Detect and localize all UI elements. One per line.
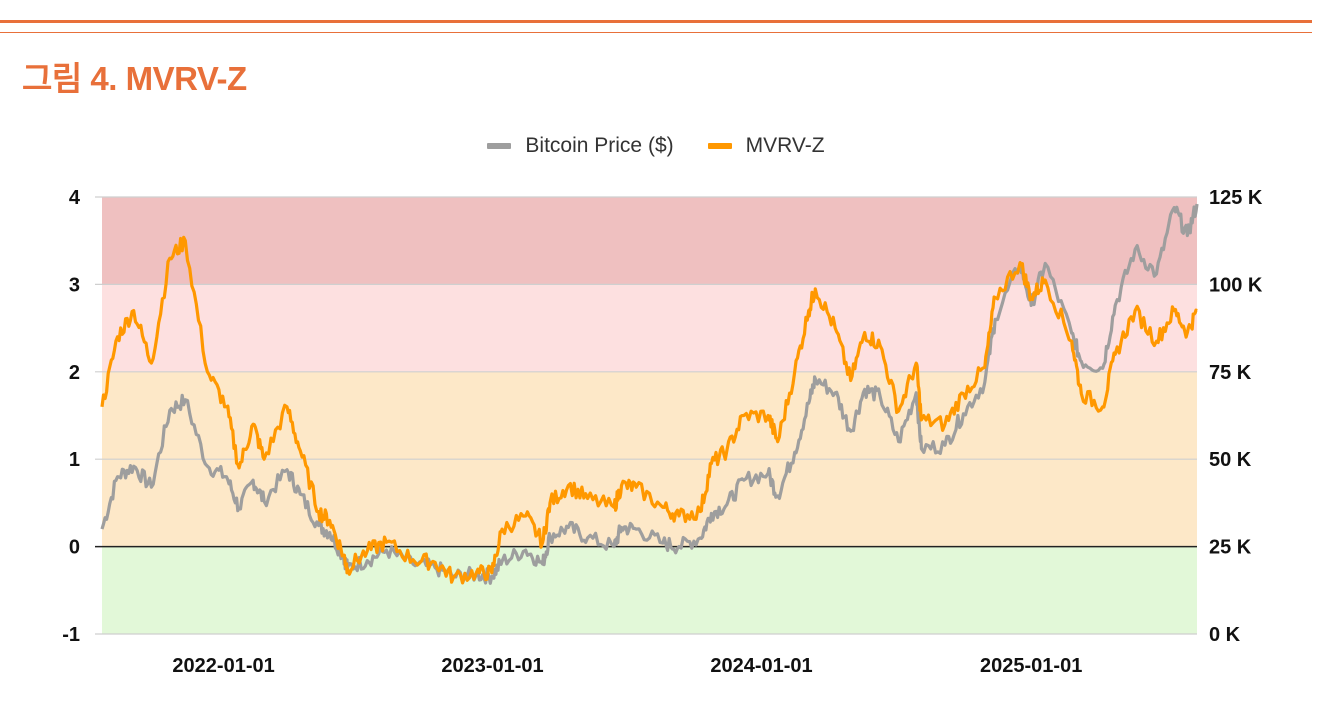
legend-swatch-mvrvz — [707, 143, 732, 149]
gridlines — [95, 196, 1197, 635]
legend-swatch-price — [487, 143, 512, 149]
x-tick-label: 2024-01-01 — [710, 655, 812, 677]
top-thin-rule — [0, 32, 1312, 33]
left-tick-label: 4 — [69, 187, 81, 209]
right-tick-label: 100 K — [1209, 274, 1263, 296]
legend-item-price[interactable]: Bitcoin Price ($) — [487, 134, 674, 158]
x-tick-label: 2023-01-01 — [441, 655, 543, 677]
legend-item-mvrvz[interactable]: MVRV-Z — [707, 134, 825, 158]
top-rule — [0, 20, 1312, 23]
right-axis-ticks: 0 K 25 K 50 K 75 K 100 K 125 K — [1209, 187, 1263, 646]
zone-band-1 — [102, 284, 1197, 372]
right-tick-label: 125 K — [1209, 187, 1263, 209]
legend-label-mvrvz: MVRV-Z — [745, 134, 825, 157]
series-lines — [100, 203, 1199, 585]
x-tick-label: 2025-01-01 — [980, 655, 1082, 677]
right-tick-label: 50 K — [1209, 449, 1252, 471]
left-tick-label: 3 — [69, 274, 80, 296]
left-axis-ticks: -1 0 1 2 3 4 — [62, 187, 81, 646]
x-axis-ticks: 2022-01-01 2023-01-01 2024-01-01 2025-01-01 — [172, 655, 1082, 677]
mvrv-z-line — [100, 235, 1198, 585]
legend-label-price: Bitcoin Price ($) — [525, 134, 674, 157]
chart-legend: Bitcoin Price ($) MVRV-Z — [0, 134, 1312, 158]
zone-bands — [102, 197, 1197, 634]
zone-band-3 — [102, 546, 1197, 634]
figure-title: 그림 4. MVRV-Z — [22, 60, 247, 97]
left-tick-label: 2 — [69, 362, 80, 384]
x-tick-label: 2022-01-01 — [172, 655, 274, 677]
right-tick-label: 75 K — [1209, 362, 1252, 384]
right-tick-label: 0 K — [1209, 624, 1241, 646]
left-tick-label: 1 — [69, 449, 80, 471]
zone-band-0 — [102, 197, 1197, 285]
left-tick-label: -1 — [62, 624, 80, 646]
right-tick-label: 25 K — [1209, 537, 1252, 559]
left-tick-label: 0 — [69, 537, 80, 559]
